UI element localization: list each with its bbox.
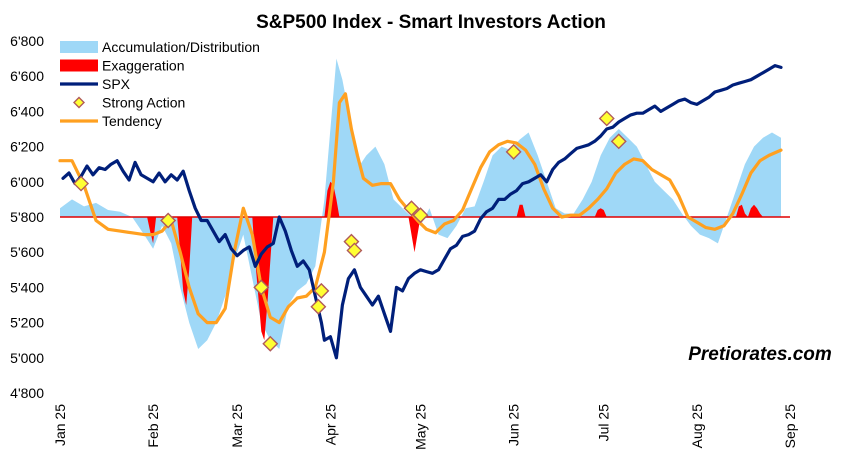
- y-tick-label: 4'800: [10, 385, 44, 401]
- strong-action-point: [598, 110, 615, 127]
- area-layer: [60, 58, 781, 349]
- x-tick-label: Feb 25: [145, 404, 161, 448]
- strong-action-point: [346, 242, 363, 259]
- x-tick-label: Apr 25: [322, 404, 338, 445]
- strong-action-point: [160, 212, 177, 229]
- x-tick-label: Jan 25: [52, 404, 68, 446]
- strong-action-point: [610, 133, 627, 150]
- legend-label: Accumulation/Distribution: [102, 39, 260, 55]
- y-tick-label: 6'600: [10, 68, 44, 84]
- x-tick-label: Sep 25: [782, 404, 798, 449]
- strong-action-point: [262, 335, 279, 352]
- accumulation-area: [60, 58, 781, 349]
- x-tick-label: Mar 25: [229, 404, 245, 448]
- axes-layer: 4'800 5'000 5'200 5'400 5'600 5'800 6'000 6'200…: [10, 33, 798, 450]
- legend: Accumulation/Distribution Exaggeration SPX…: [60, 39, 260, 129]
- strong-action-point: [310, 298, 327, 315]
- y-tick-label: 6'800: [10, 33, 44, 49]
- strong-action-point: [253, 279, 270, 296]
- x-tick-label: Jun 25: [506, 404, 522, 446]
- strong-action-point: [313, 282, 330, 299]
- y-tick-label: 5'200: [10, 315, 44, 331]
- x-tick-label: May 25: [413, 404, 429, 450]
- y-tick-label: 6'200: [10, 139, 44, 155]
- strong-action-point: [505, 143, 522, 160]
- tendency-line: [58, 92, 783, 325]
- strong-action-point: [73, 175, 90, 192]
- legend-label: Exaggeration: [102, 58, 185, 74]
- line-layer: [58, 63, 783, 360]
- x-tick-label: Aug 25: [689, 404, 705, 449]
- y-tick-label: 5'600: [10, 244, 44, 260]
- y-tick-label: 6'400: [10, 103, 44, 119]
- y-tick-label: 5'800: [10, 209, 44, 225]
- y-tick-label: 5'000: [10, 350, 44, 366]
- y-tick-label: 5'400: [10, 279, 44, 295]
- x-tick-label: Jul 25: [596, 404, 612, 442]
- legend-swatch-exaggeration: [60, 59, 98, 72]
- spx-line: [61, 63, 783, 360]
- y-tick-label: 6'000: [10, 174, 44, 190]
- watermark: Pretiorates.com: [688, 344, 832, 365]
- chart-title: S&P500 Index - Smart Investors Action: [256, 12, 606, 33]
- points-layer: [73, 110, 627, 352]
- strong-action-point: [403, 200, 420, 217]
- legend-label: Strong Action: [102, 95, 185, 111]
- legend-swatch-strong-action: [73, 96, 85, 109]
- legend-label: Tendency: [102, 113, 162, 129]
- legend-swatch-accumulation: [60, 41, 98, 53]
- legend-label: SPX: [102, 76, 131, 92]
- strong-action-point: [412, 207, 429, 224]
